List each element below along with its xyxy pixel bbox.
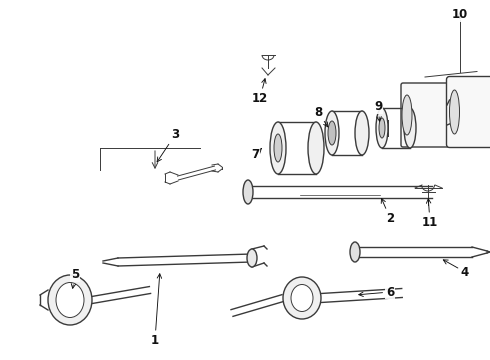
- Ellipse shape: [404, 108, 416, 148]
- Ellipse shape: [325, 111, 339, 155]
- Ellipse shape: [402, 95, 412, 135]
- Text: 8: 8: [314, 105, 328, 127]
- Ellipse shape: [449, 90, 460, 134]
- FancyBboxPatch shape: [446, 77, 490, 148]
- Ellipse shape: [243, 180, 253, 204]
- Text: 9: 9: [374, 100, 382, 121]
- Ellipse shape: [376, 108, 388, 148]
- Text: 11: 11: [422, 199, 438, 229]
- FancyBboxPatch shape: [401, 83, 449, 147]
- Ellipse shape: [56, 283, 84, 318]
- Ellipse shape: [274, 134, 282, 162]
- Ellipse shape: [270, 122, 286, 174]
- Text: 1: 1: [151, 274, 162, 346]
- Ellipse shape: [308, 122, 324, 174]
- Ellipse shape: [247, 249, 257, 267]
- Text: 7: 7: [251, 148, 262, 162]
- Ellipse shape: [283, 277, 321, 319]
- Text: 6: 6: [359, 285, 394, 298]
- Text: 12: 12: [252, 79, 268, 104]
- Text: 3: 3: [157, 129, 179, 162]
- Ellipse shape: [291, 284, 313, 311]
- Text: 5: 5: [71, 269, 79, 288]
- Text: 2: 2: [381, 198, 394, 225]
- Text: 4: 4: [443, 260, 469, 279]
- Ellipse shape: [328, 121, 336, 145]
- Ellipse shape: [350, 242, 360, 262]
- Ellipse shape: [355, 111, 369, 155]
- Ellipse shape: [48, 275, 92, 325]
- Ellipse shape: [379, 118, 385, 138]
- Text: 10: 10: [452, 9, 468, 22]
